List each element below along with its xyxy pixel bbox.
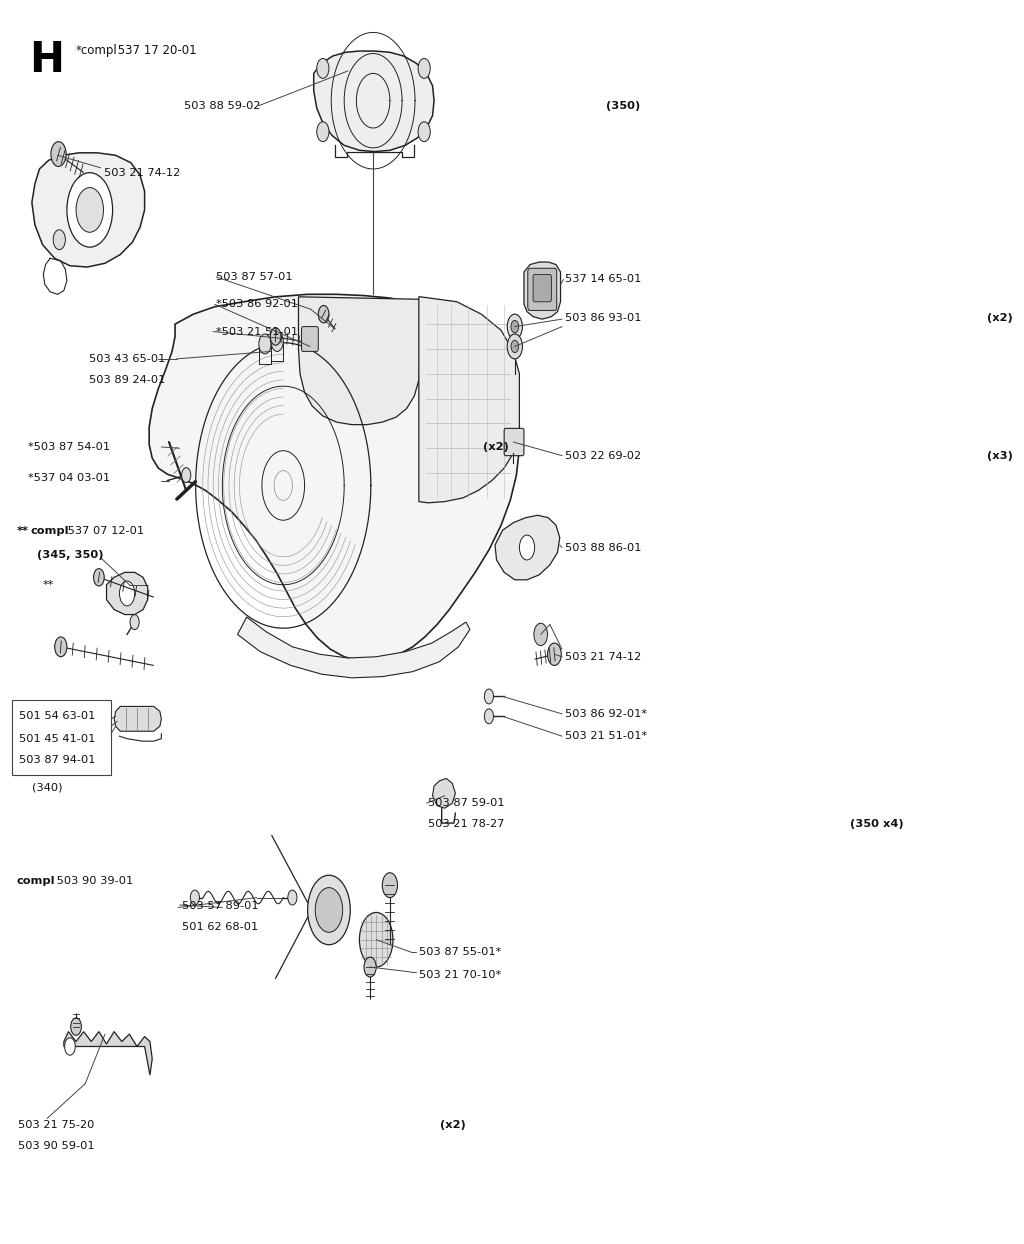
FancyBboxPatch shape <box>534 275 551 302</box>
Text: 503 21 51-01*: 503 21 51-01* <box>565 731 647 741</box>
Text: H: H <box>29 39 63 81</box>
Text: 503 87 94-01: 503 87 94-01 <box>18 755 95 765</box>
Polygon shape <box>495 515 560 580</box>
Polygon shape <box>419 297 519 503</box>
Text: 501 54 63-01: 501 54 63-01 <box>18 712 95 722</box>
Text: 537 14 65-01: 537 14 65-01 <box>565 275 641 285</box>
Text: *537 04 03-01: *537 04 03-01 <box>28 473 111 483</box>
Text: 537 17 20-01: 537 17 20-01 <box>114 44 197 56</box>
Text: 503 90 39-01: 503 90 39-01 <box>53 877 133 887</box>
Polygon shape <box>114 707 162 731</box>
Text: 503 21 74-12: 503 21 74-12 <box>565 652 641 662</box>
Circle shape <box>418 58 430 78</box>
Circle shape <box>307 876 350 944</box>
Circle shape <box>76 188 103 233</box>
Circle shape <box>271 332 284 351</box>
Text: 503 86 93-01: 503 86 93-01 <box>565 313 645 323</box>
Circle shape <box>93 569 104 586</box>
Text: 501 62 68-01: 501 62 68-01 <box>182 922 258 932</box>
Text: 503 21 75-20: 503 21 75-20 <box>18 1120 98 1130</box>
Polygon shape <box>63 1031 153 1075</box>
Circle shape <box>316 58 329 78</box>
Text: **: ** <box>43 580 54 590</box>
Text: 537 07 12-01: 537 07 12-01 <box>63 526 144 536</box>
Circle shape <box>71 1018 81 1035</box>
Text: 503 90 59-01: 503 90 59-01 <box>18 1141 95 1151</box>
Text: *compl: *compl <box>76 44 118 56</box>
Text: **: ** <box>16 526 29 536</box>
Polygon shape <box>524 262 560 320</box>
Circle shape <box>511 341 518 352</box>
Text: 501 45 41-01: 501 45 41-01 <box>18 734 95 744</box>
Polygon shape <box>298 297 421 424</box>
Polygon shape <box>313 51 434 152</box>
Text: 503 57 89-01: 503 57 89-01 <box>182 901 258 912</box>
Polygon shape <box>238 617 470 678</box>
Text: *503 21 51-01: *503 21 51-01 <box>216 327 298 337</box>
FancyBboxPatch shape <box>504 428 524 455</box>
Text: (340): (340) <box>32 782 62 792</box>
Text: compl: compl <box>31 526 69 536</box>
Circle shape <box>181 468 190 483</box>
Text: 503 21 78-27: 503 21 78-27 <box>428 820 508 830</box>
Text: *503 86 92-01: *503 86 92-01 <box>216 300 298 310</box>
Circle shape <box>519 535 535 560</box>
Circle shape <box>120 581 135 606</box>
Text: 503 21 70-10*: 503 21 70-10* <box>419 969 501 979</box>
Circle shape <box>53 230 66 250</box>
Circle shape <box>364 957 376 977</box>
FancyBboxPatch shape <box>527 269 557 311</box>
Text: 503 43 65-01: 503 43 65-01 <box>89 353 165 363</box>
Circle shape <box>382 873 397 898</box>
Text: (x2): (x2) <box>482 442 509 452</box>
Circle shape <box>548 643 561 666</box>
Circle shape <box>51 142 67 167</box>
Circle shape <box>507 335 522 358</box>
Polygon shape <box>32 153 144 267</box>
Text: (350 x4): (350 x4) <box>850 820 904 830</box>
Text: (350): (350) <box>606 101 641 111</box>
Text: 503 89 24-01: 503 89 24-01 <box>89 374 165 384</box>
Text: 503 87 55-01*: 503 87 55-01* <box>419 947 501 957</box>
Circle shape <box>65 1037 76 1055</box>
Text: 503 87 57-01: 503 87 57-01 <box>216 272 293 282</box>
Text: 503 88 86-01: 503 88 86-01 <box>565 542 642 552</box>
FancyBboxPatch shape <box>301 327 318 351</box>
Text: (345, 350): (345, 350) <box>37 550 103 560</box>
Circle shape <box>484 689 494 704</box>
Circle shape <box>130 615 139 629</box>
Text: (x2): (x2) <box>987 313 1013 323</box>
Text: compl: compl <box>16 877 55 887</box>
Circle shape <box>511 321 518 333</box>
Text: *503 87 54-01: *503 87 54-01 <box>28 442 114 452</box>
Text: (x3): (x3) <box>987 450 1013 460</box>
Circle shape <box>359 912 393 967</box>
Text: 503 22 69-02: 503 22 69-02 <box>565 450 645 460</box>
Circle shape <box>54 637 67 657</box>
Circle shape <box>484 709 494 724</box>
Circle shape <box>67 173 113 248</box>
Circle shape <box>418 122 430 142</box>
Circle shape <box>507 315 522 340</box>
Polygon shape <box>432 779 456 809</box>
Text: (x2): (x2) <box>440 1120 466 1130</box>
Circle shape <box>259 335 271 353</box>
Circle shape <box>315 888 343 932</box>
Circle shape <box>190 891 200 904</box>
Polygon shape <box>106 572 147 615</box>
Circle shape <box>316 122 329 142</box>
Circle shape <box>288 891 297 904</box>
Text: 503 21 74-12: 503 21 74-12 <box>104 168 180 178</box>
Text: 503 86 92-01*: 503 86 92-01* <box>565 709 647 719</box>
Circle shape <box>534 623 548 646</box>
Polygon shape <box>150 295 519 662</box>
Circle shape <box>318 306 329 323</box>
Text: 503 87 59-01: 503 87 59-01 <box>428 799 505 809</box>
Text: 503 88 59-02: 503 88 59-02 <box>184 101 264 111</box>
Circle shape <box>270 328 281 345</box>
